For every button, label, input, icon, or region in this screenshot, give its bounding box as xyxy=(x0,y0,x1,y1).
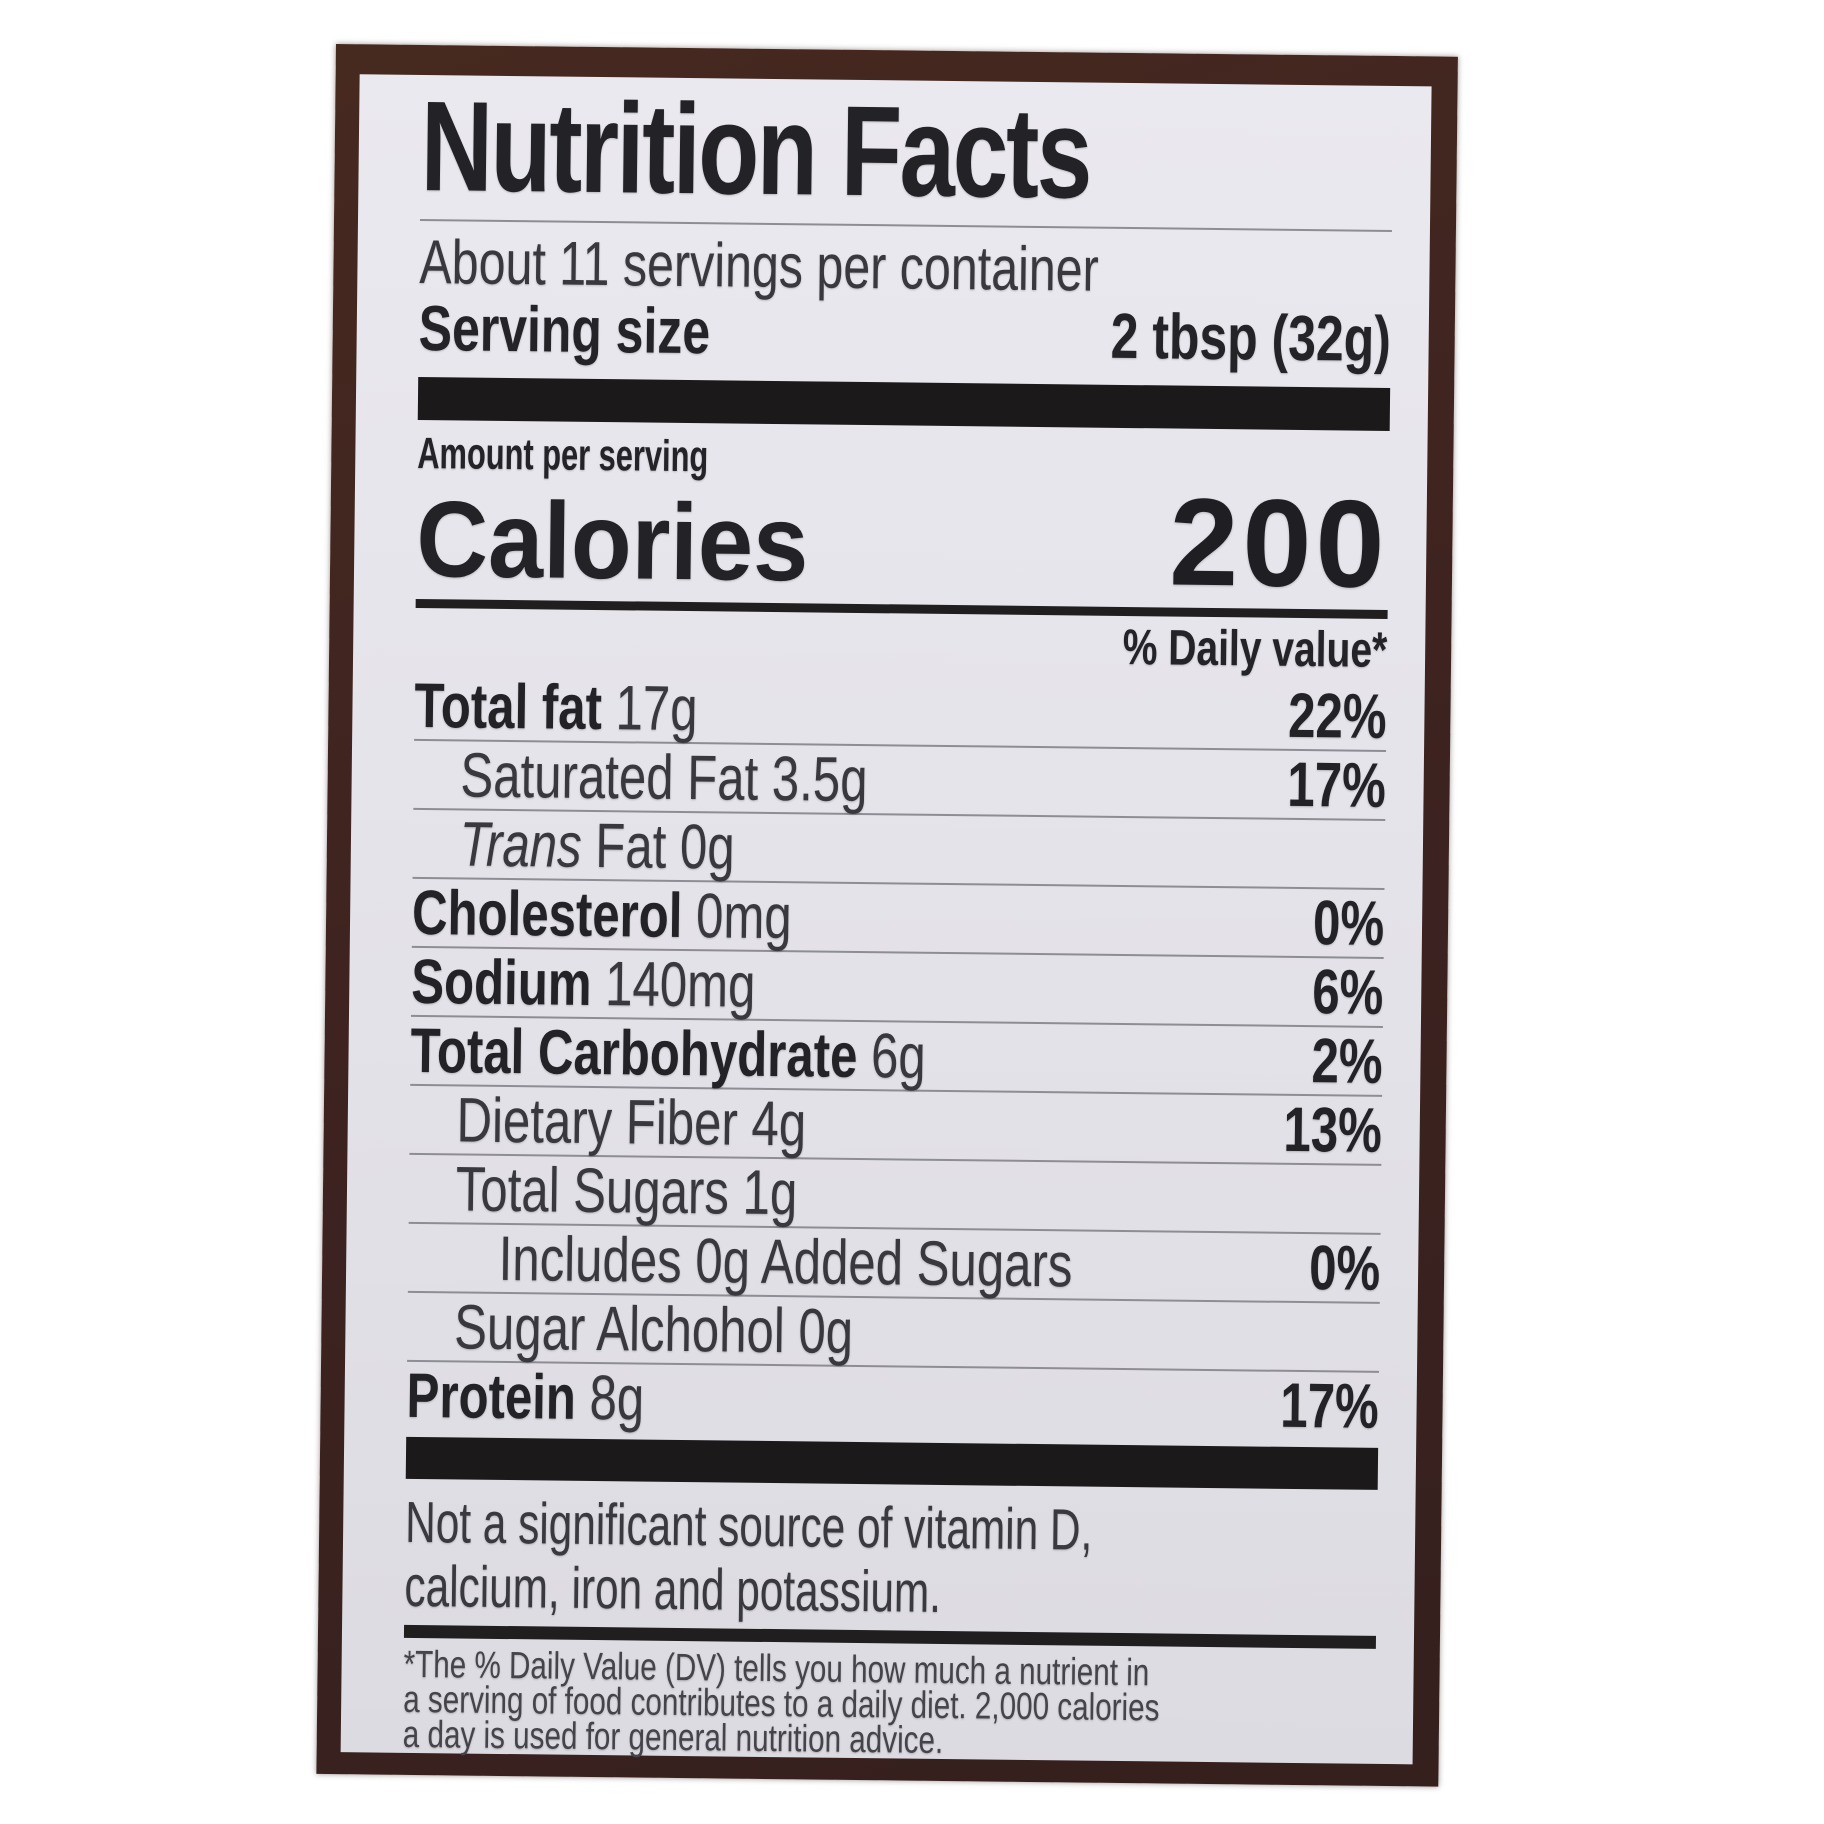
nutrient-name-italic: Trans xyxy=(459,809,583,881)
nutrient-amount: 8g xyxy=(575,1362,645,1434)
nutrient-name: Protein xyxy=(406,1360,577,1433)
nutrient-row-trans-fat: Trans Fat 0g xyxy=(412,809,1386,890)
nutrient-name-group: Protein 8g xyxy=(406,1361,644,1434)
nutrient-amount: 6g xyxy=(857,1020,927,1092)
nutrient-amount: 0g xyxy=(784,1296,854,1367)
nutrient-name: Dietary Fiber xyxy=(456,1085,739,1159)
nutrient-name: Sodium xyxy=(410,946,592,1019)
nutrient-name-group: Total Carbohydrate 6g xyxy=(410,1016,926,1092)
nutrient-row-dietary-fiber: Dietary Fiber 4g 13% xyxy=(409,1085,1383,1166)
not-significant-note: Not a significant source of vitamin D, c… xyxy=(404,1490,1377,1630)
nutrient-name: Sugar Alchohol xyxy=(453,1292,786,1367)
daily-value: 17% xyxy=(1286,749,1387,821)
package-frame: Nutrition Facts About 11 servings per co… xyxy=(316,44,1458,1787)
nutrient-name: Total fat xyxy=(414,670,603,744)
nutrient-name-group: Sodium 140mg xyxy=(411,947,756,1021)
nutrient-row-total-fat: Total fat 17g 22% xyxy=(414,671,1387,752)
daily-value: 22% xyxy=(1287,680,1387,752)
nutrient-name-group: Trans Fat 0g xyxy=(413,809,735,882)
daily-value: 6% xyxy=(1311,957,1384,1028)
daily-value: 17% xyxy=(1279,1370,1380,1442)
nutrient-amount: 17g xyxy=(601,673,698,745)
daily-value: 0% xyxy=(1312,888,1385,959)
daily-value-footnote: *The % Daily Value (DV) tells you how mu… xyxy=(403,1644,1376,1764)
nutrient-name-group: Total fat 17g xyxy=(414,671,698,744)
serving-size-value: 2 tbsp (32g) xyxy=(1110,299,1392,375)
nutrient-row-saturated-fat: Saturated Fat 3.5g 17% xyxy=(413,740,1387,821)
nutrient-name-group: Includes 0g Added Sugars xyxy=(408,1224,1072,1301)
nutrient-name-group: Cholesterol 0mg xyxy=(412,878,792,952)
nutrient-row-sodium: Sodium 140mg 6% xyxy=(410,947,1384,1028)
serving-size-label: Serving size xyxy=(418,291,711,368)
calories-value: 200 xyxy=(1168,473,1390,614)
label-title-text: Nutrition Facts xyxy=(420,74,1091,226)
nutrient-name-group: Dietary Fiber 4g xyxy=(409,1085,806,1159)
label-title: Nutrition Facts xyxy=(420,74,1393,226)
nutrient-row-total-carbohydrate: Total Carbohydrate 6g 2% xyxy=(410,1016,1383,1097)
nutrient-name-group: Sugar Alchohol 0g xyxy=(407,1292,854,1367)
nutrient-amount: 0mg xyxy=(682,880,793,953)
divider-bar-thick xyxy=(405,1436,1379,1490)
nutrient-row-cholesterol: Cholesterol 0mg 0% xyxy=(411,878,1385,959)
serving-size-row: Serving size 2 tbsp (32g) xyxy=(418,291,1392,375)
label-content: Nutrition Facts About 11 servings per co… xyxy=(341,74,1432,1764)
divider-bar-thick xyxy=(417,376,1391,431)
nutrient-name: Total Carbohydrate xyxy=(410,1015,858,1091)
nutrient-name: Includes 0g Added Sugars xyxy=(498,1223,1073,1301)
daily-value: 2% xyxy=(1311,1026,1383,1097)
nutrient-name-group: Total Sugars 1g xyxy=(409,1154,797,1228)
nutrient-amount: 140mg xyxy=(591,948,756,1021)
daily-value-header: % Daily value* xyxy=(1122,618,1388,678)
nutrient-amount: 4g xyxy=(737,1088,807,1160)
not-significant-line: calcium, iron and potassium. xyxy=(404,1553,942,1625)
calories-row: Calories 200 xyxy=(415,473,1390,614)
nutrient-amount: 0g xyxy=(665,811,736,883)
nutrient-amount: 1g xyxy=(728,1157,798,1229)
nutrient-name: Total Sugars xyxy=(455,1154,730,1228)
calories-label: Calories xyxy=(415,477,810,604)
nutrient-row-protein: Protein 8g 17% xyxy=(406,1361,1380,1442)
nutrient-name-group: Saturated Fat 3.5g xyxy=(413,740,868,815)
daily-value: 0% xyxy=(1308,1233,1381,1304)
nutrient-name: Fat xyxy=(581,810,667,882)
nutrient-name: Cholesterol xyxy=(411,877,683,951)
nutrient-row-sugar-alcohol: Sugar Alchohol 0g xyxy=(407,1292,1380,1373)
nutrient-amount: 3.5g xyxy=(757,743,868,816)
nutrient-name: Saturated Fat xyxy=(460,740,759,814)
nutrition-facts-label: Nutrition Facts About 11 servings per co… xyxy=(340,74,1432,1765)
nutrient-rows: Total fat 17g 22% Saturated Fat 3.5g 17%… xyxy=(406,671,1387,1442)
daily-value: 13% xyxy=(1282,1094,1383,1166)
nutrient-row-total-sugars: Total Sugars 1g xyxy=(408,1154,1382,1235)
nutrient-row-added-sugars: Includes 0g Added Sugars 0% xyxy=(407,1223,1381,1304)
